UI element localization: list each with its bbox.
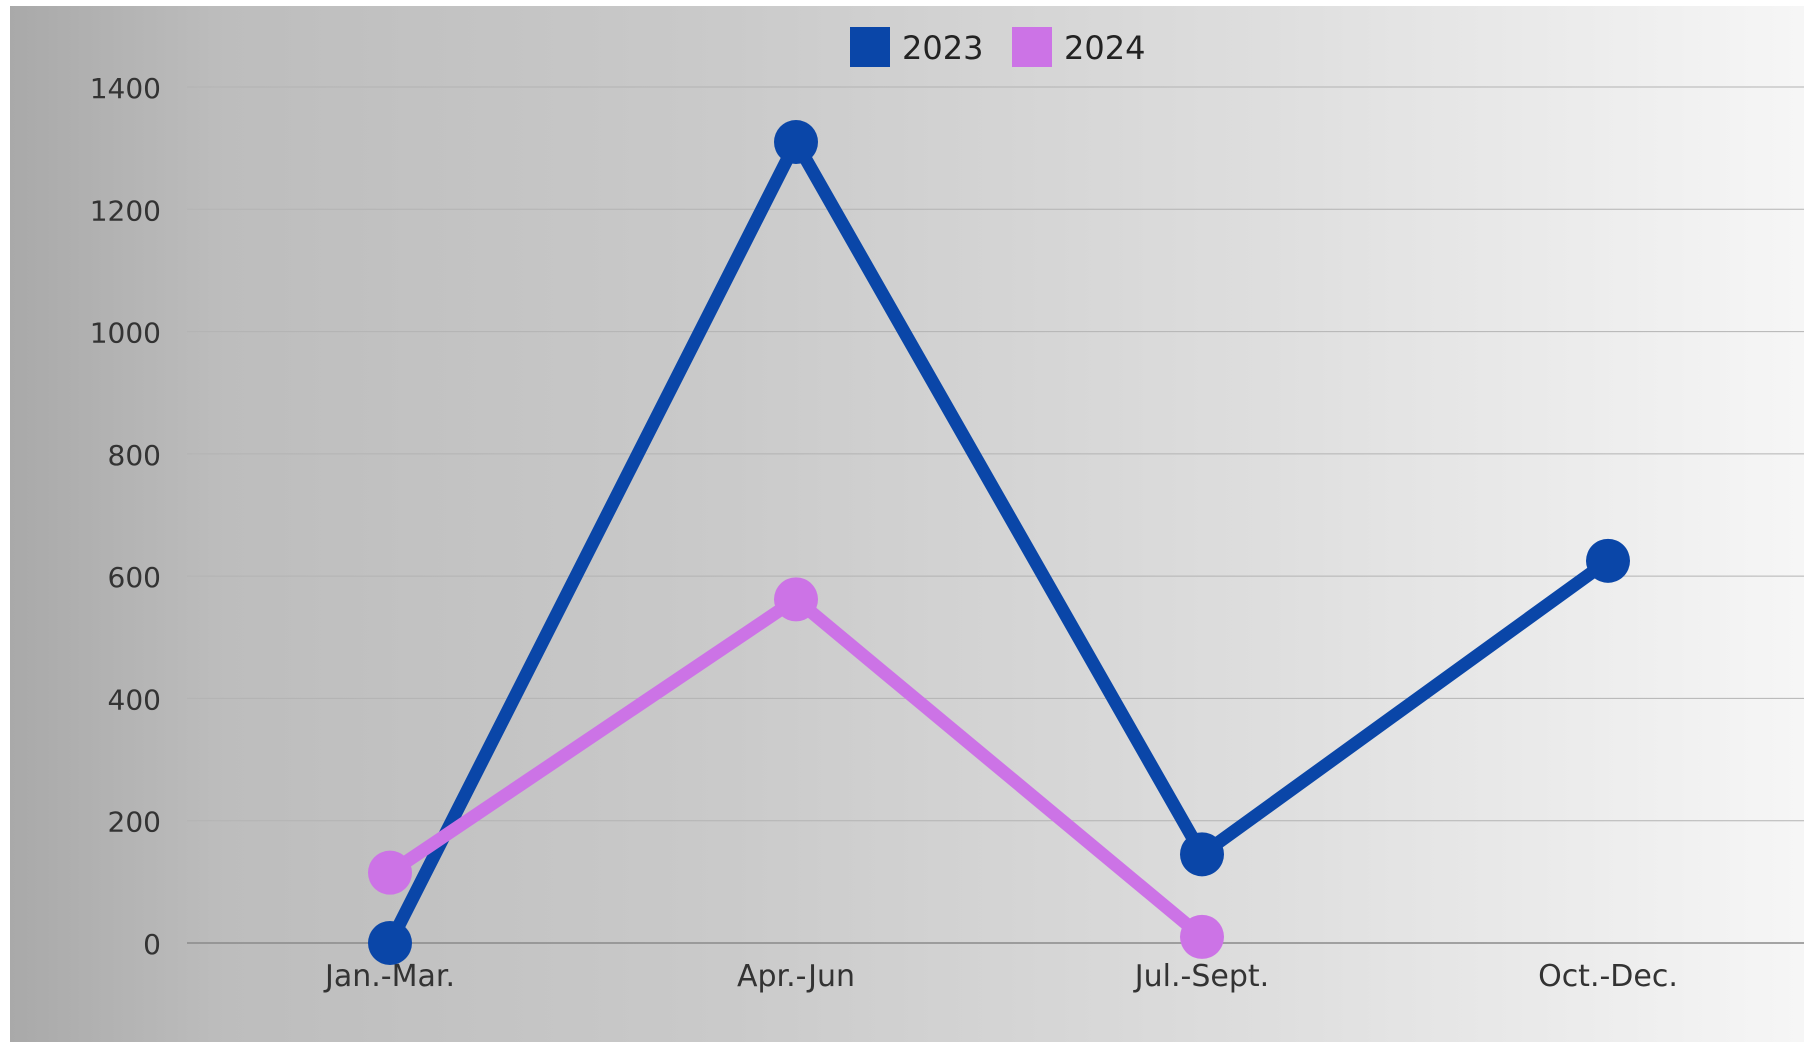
legend-item[interactable]: 2024 <box>1012 27 1145 67</box>
legend-label: 2024 <box>1064 29 1145 67</box>
series-line <box>383 135 1615 950</box>
data-point[interactable] <box>1180 914 1224 959</box>
series-layer <box>368 120 1630 965</box>
data-point[interactable] <box>1586 538 1630 583</box>
legend-label: 2023 <box>902 29 983 67</box>
data-point[interactable] <box>368 850 412 895</box>
legend-swatch <box>1012 27 1052 67</box>
legend-item[interactable]: 2023 <box>850 27 983 67</box>
y-axis: 0 200 400 600 800 1000 1200 1400 <box>90 72 161 961</box>
data-point[interactable] <box>368 921 412 965</box>
series-2023 <box>368 120 1630 965</box>
x-tick-label: Apr.-Jun <box>737 959 855 994</box>
y-tick-label: 600 <box>108 561 161 594</box>
gridlines <box>187 86 1804 944</box>
series-2024 <box>368 577 1224 959</box>
y-tick-label: 400 <box>108 683 161 716</box>
data-point[interactable] <box>1180 832 1224 877</box>
y-tick-label: 800 <box>108 439 161 472</box>
x-tick-label: Jul.-Sept. <box>1133 959 1269 994</box>
x-tick-label: Oct.-Dec. <box>1538 959 1678 994</box>
y-tick-label: 200 <box>108 806 161 839</box>
x-axis: Jan.-Mar. Apr.-Jun Jul.-Sept. Oct.-Dec. <box>323 959 1678 994</box>
chart-panel: 0 200 400 600 800 1000 1200 1400 Jan.-Mar. Apr.-… <box>10 6 1804 1042</box>
y-tick-label: 0 <box>143 928 161 961</box>
y-tick-label: 1000 <box>90 317 161 350</box>
data-point[interactable] <box>774 577 818 622</box>
legend-swatch <box>850 27 890 67</box>
y-tick-label: 1400 <box>90 72 161 105</box>
y-tick-label: 1200 <box>90 194 161 227</box>
legend: 2023 2024 <box>850 27 1145 67</box>
data-point[interactable] <box>774 120 818 165</box>
